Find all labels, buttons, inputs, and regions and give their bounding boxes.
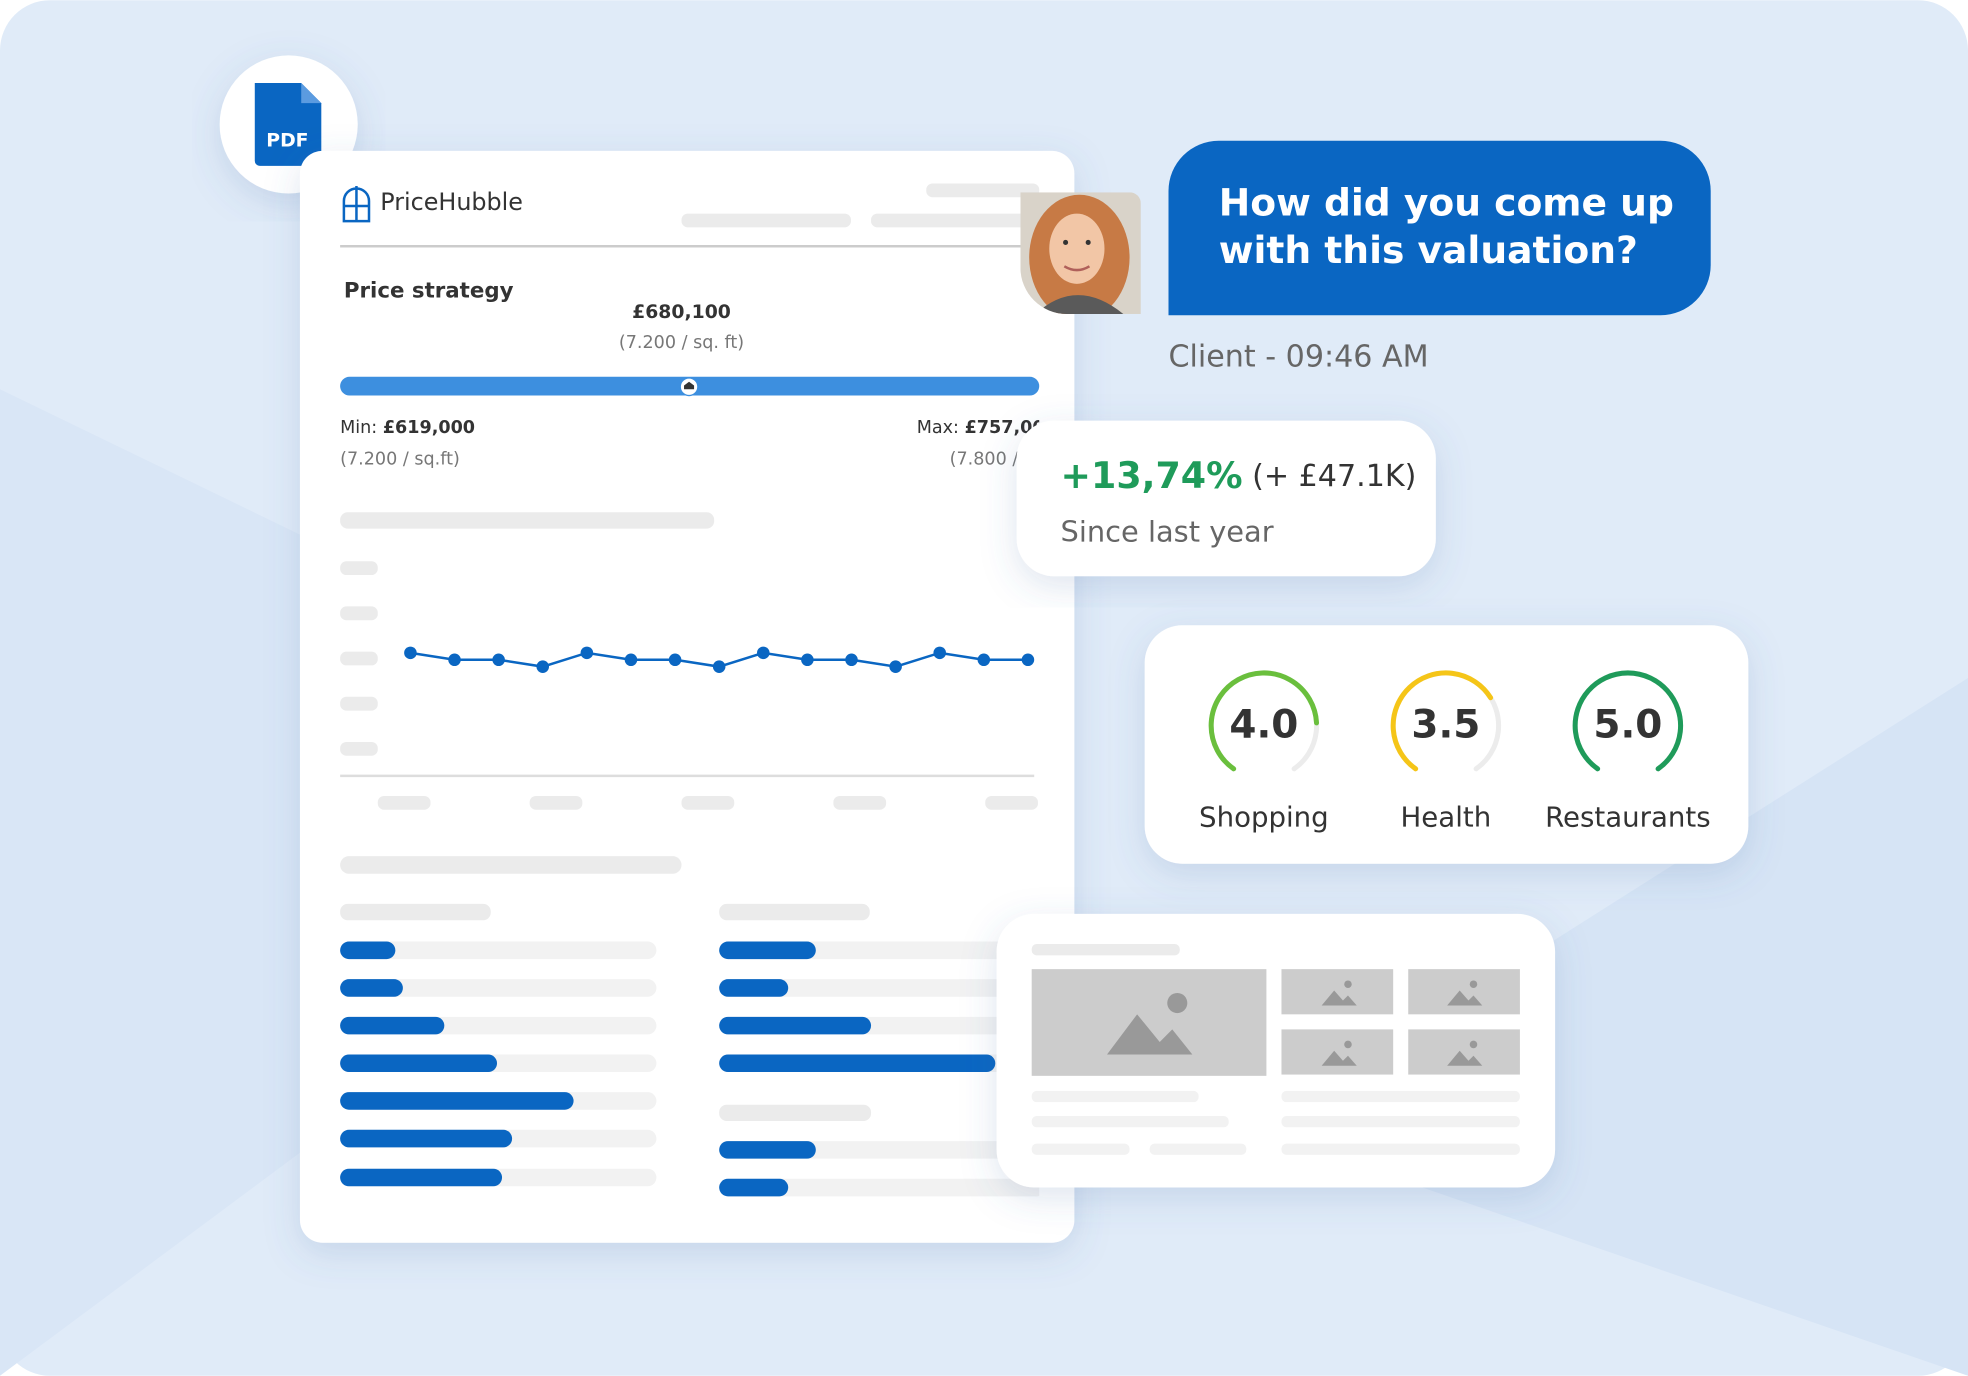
trend-point — [448, 653, 461, 667]
logo-icon — [342, 185, 371, 223]
pdf-label: PDF — [266, 130, 308, 151]
trend-point — [757, 646, 770, 660]
report-card: PriceHubble Price strategy £680,100 (7.2… — [299, 150, 1075, 1243]
trend-point — [668, 653, 682, 667]
change: +13,74% (+ £47.1K) — [1061, 454, 1417, 497]
section-title: Price strategy — [344, 278, 514, 303]
trend-point — [492, 653, 505, 667]
change-caption: Since last year — [1061, 515, 1274, 549]
trend-point — [404, 646, 417, 660]
trend-point — [933, 646, 946, 660]
estimate-rate: (7.200 / sq. ft) — [619, 333, 744, 353]
estimate: £680,100 — [632, 302, 731, 323]
min-value: £619,000 — [383, 418, 475, 438]
ring-value — [1208, 670, 1320, 772]
trend-point — [1021, 653, 1035, 667]
trend-point — [889, 660, 902, 673]
trend-point — [580, 646, 594, 660]
change-percent: +13,74% — [1061, 454, 1243, 497]
chat-line: with this valuation? — [1219, 228, 1638, 272]
min-label: Min: — [340, 418, 377, 438]
avatar — [1020, 192, 1141, 314]
ring-value — [1572, 670, 1684, 772]
change-card: +13,74% (+ £47.1K) Since last year — [1016, 420, 1436, 577]
max-label: Max: — [917, 418, 959, 438]
score-name: Shopping — [1199, 801, 1329, 834]
trend-point — [712, 660, 726, 673]
ring-value — [1390, 670, 1494, 772]
score-name: Restaurants — [1545, 801, 1711, 834]
score-value: 4.0 — [1229, 702, 1298, 747]
trend-point — [977, 653, 991, 667]
max: Max: £757,000 — [917, 418, 1057, 438]
trend-point — [801, 653, 814, 667]
min: Min: £619,000 — [340, 418, 475, 438]
scores-card: 4.0 Shopping 3.5 Health 5.0 Restaurants — [1144, 625, 1749, 864]
gallery-card — [996, 913, 1556, 1188]
min-rate: (7.200 / sq.ft) — [340, 450, 460, 470]
chat-line: How did you come up — [1219, 180, 1674, 224]
score-value: 5.0 — [1593, 702, 1662, 747]
score-value: 3.5 — [1411, 702, 1480, 747]
max-value: £757,000 — [965, 418, 1057, 438]
score-name: Health — [1401, 801, 1492, 834]
change-amount: (+ £47.1K) — [1252, 459, 1416, 494]
bg-shape — [1255, 677, 1968, 1376]
logo: PriceHubble — [380, 188, 523, 216]
chat-bubble: How did you come up with this valuation? — [1168, 140, 1711, 316]
trend-point — [624, 653, 638, 667]
chat-meta: Client - 09:46 AM — [1169, 339, 1429, 374]
trend-point — [536, 660, 550, 673]
trend-point — [845, 653, 858, 667]
